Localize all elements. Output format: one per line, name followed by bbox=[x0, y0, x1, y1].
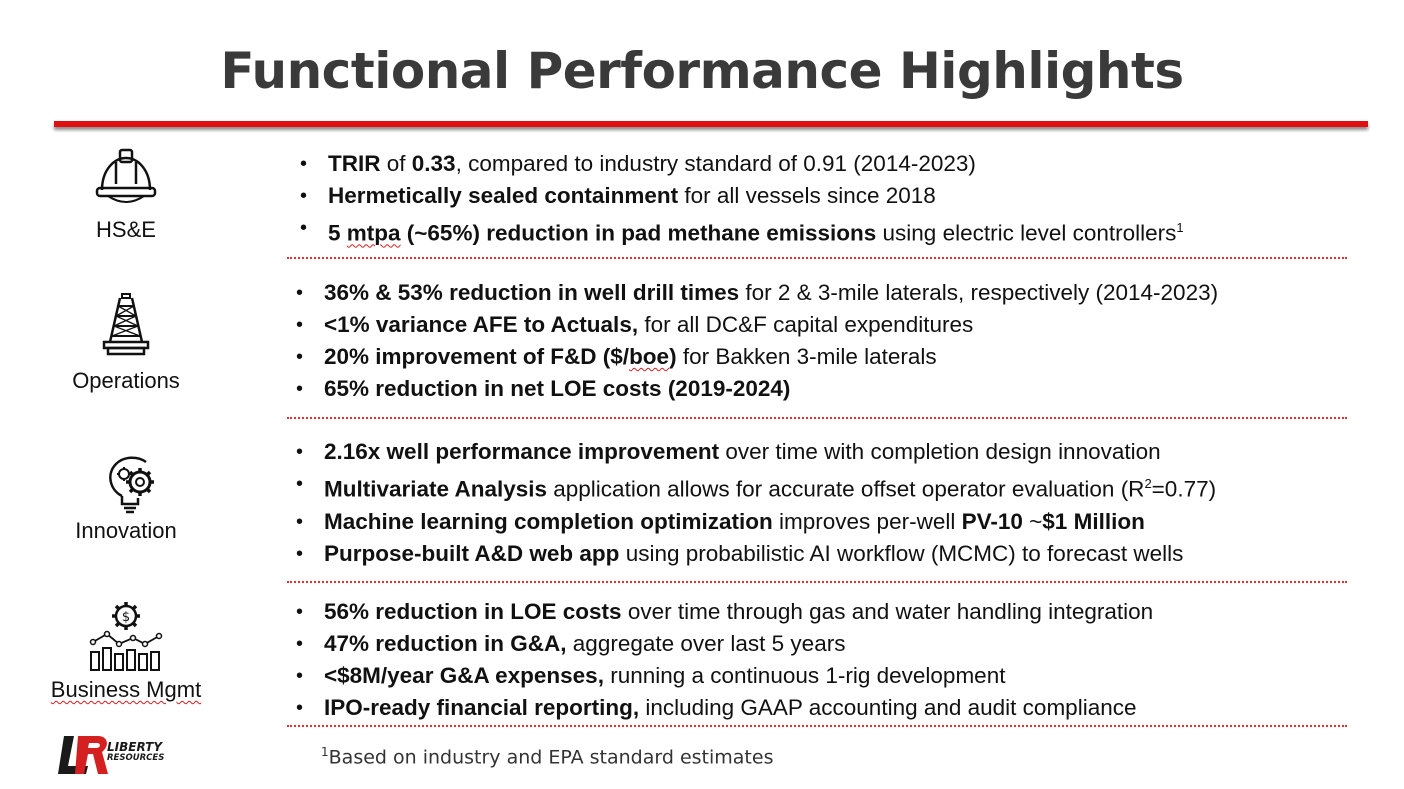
list-item: <1% variance AFE to Actuals, for all DC&… bbox=[288, 309, 1218, 341]
list-item: <$8M/year G&A expenses, running a contin… bbox=[288, 660, 1153, 692]
oil-derrick-icon bbox=[102, 293, 150, 356]
hse-bullet-list: TRIR of 0.33, compared to industry stand… bbox=[292, 148, 1184, 250]
svg-text:$: $ bbox=[122, 610, 130, 625]
section-label-innovation: Innovation bbox=[75, 518, 177, 543]
innovation-bullet-list: 2.16x well performance improvement over … bbox=[288, 436, 1216, 570]
lightbulb-gear-icon bbox=[109, 456, 154, 514]
footnote: 1Based on industry and EPA standard esti… bbox=[321, 745, 774, 769]
business-mgmt-bullet-list: 56% reduction in LOE costs over time thr… bbox=[288, 596, 1153, 724]
list-item: Purpose-built A&D web app using probabil… bbox=[288, 538, 1216, 570]
list-item: 65% reduction in net LOE costs (2019-202… bbox=[288, 373, 1218, 405]
list-item: 5 mtpa (~65%) reduction in pad methane e… bbox=[292, 212, 1184, 250]
list-item: Machine learning completion optimization… bbox=[288, 506, 1216, 538]
section-label-operations: Operations bbox=[72, 368, 180, 393]
list-item: 36% & 53% reduction in well drill times … bbox=[288, 277, 1218, 309]
list-item: Hermetically sealed containment for all … bbox=[292, 180, 1184, 212]
operations-bullet-list: 36% & 53% reduction in well drill times … bbox=[288, 277, 1218, 405]
list-item: 20% improvement of F&D ($/boe) for Bakke… bbox=[288, 341, 1218, 373]
section-divider bbox=[287, 417, 1347, 419]
list-item: 56% reduction in LOE costs over time thr… bbox=[288, 596, 1153, 628]
section-divider bbox=[287, 725, 1347, 727]
dollar-gear-chart-icon: $ bbox=[89, 602, 163, 671]
list-item: TRIR of 0.33, compared to industry stand… bbox=[292, 148, 1184, 180]
page-title: Functional Performance Highlights bbox=[220, 42, 1184, 100]
list-item: 47% reduction in G&A, aggregate over las… bbox=[288, 628, 1153, 660]
section-label-hse: HS&E bbox=[96, 217, 156, 242]
section-divider bbox=[287, 581, 1347, 583]
list-item: 2.16x well performance improvement over … bbox=[288, 436, 1216, 468]
section-divider bbox=[287, 257, 1347, 259]
section-label-business-mgmt: Business Mgmt bbox=[50, 677, 202, 702]
logo-text: LIBERTY RESOURCES bbox=[107, 740, 165, 763]
list-item: IPO-ready financial reporting, including… bbox=[288, 692, 1153, 724]
list-item: Multivariate Analysis application allows… bbox=[288, 468, 1216, 506]
liberty-resources-logo bbox=[58, 736, 108, 774]
title-divider bbox=[54, 121, 1368, 127]
hard-hat-icon bbox=[95, 148, 157, 203]
